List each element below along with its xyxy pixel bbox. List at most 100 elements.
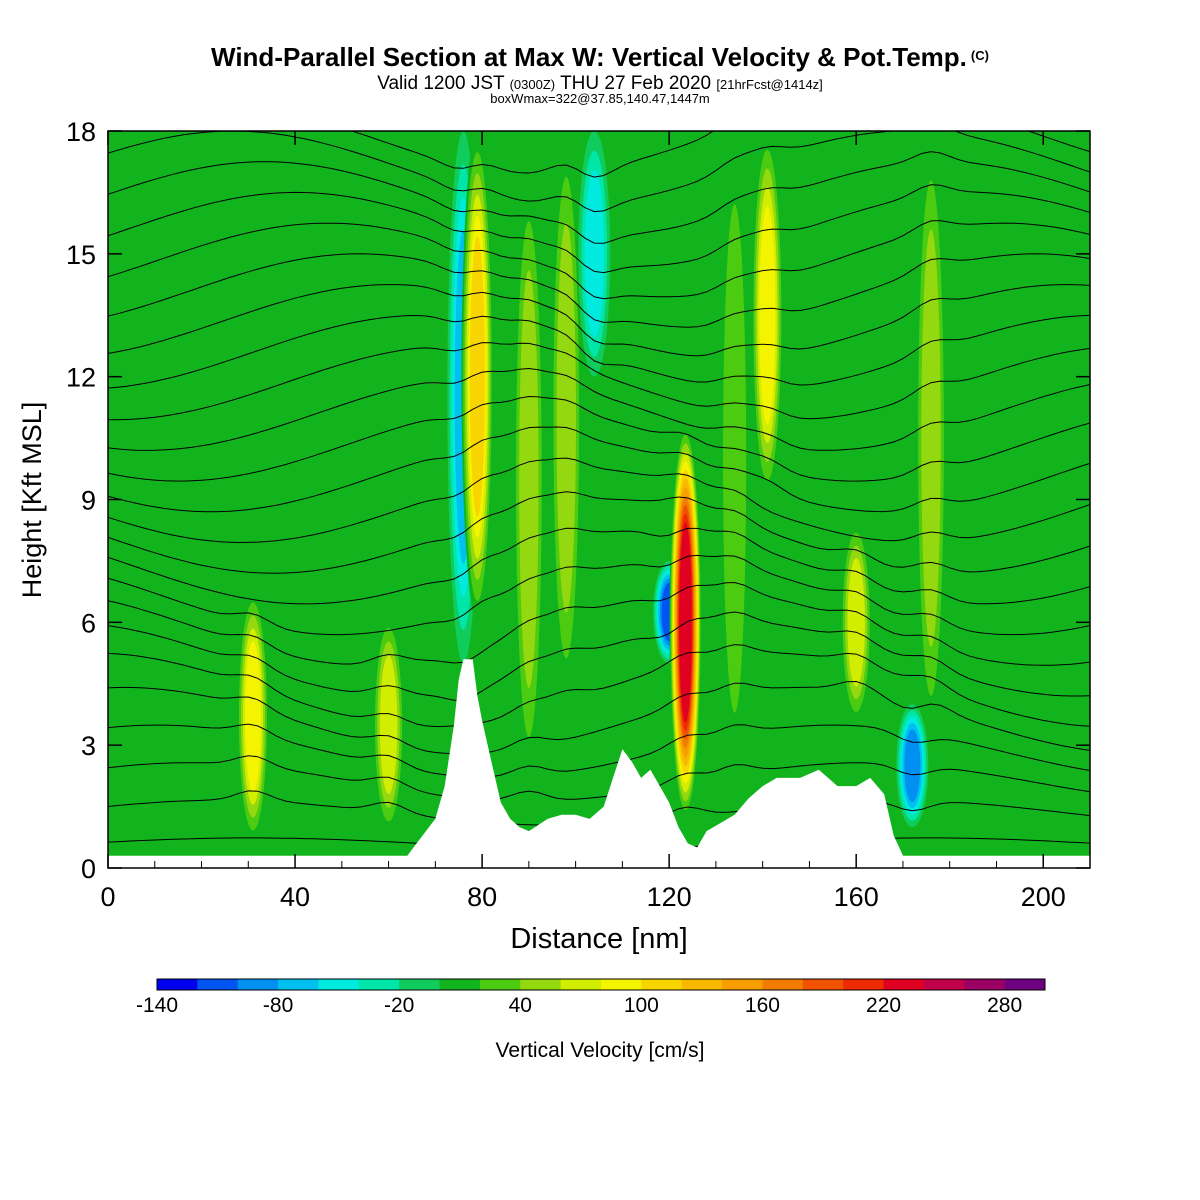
terrain-profile bbox=[108, 659, 1090, 868]
x-axis: 0 40 80 120 160 200 bbox=[100, 131, 1066, 912]
colorbar-swatch bbox=[520, 979, 562, 990]
y-tick-label: 0 bbox=[81, 854, 96, 884]
x-tick-label: 200 bbox=[1021, 882, 1066, 912]
w-band bbox=[847, 558, 865, 687]
chart-subtitle: Valid 1200 JST (0300Z) THU 27 Feb 2020 [… bbox=[0, 74, 1200, 95]
y-tick-label: 9 bbox=[81, 486, 96, 516]
isentrope bbox=[108, 284, 1090, 357]
colorbar-swatch bbox=[843, 979, 885, 990]
colorbar-swatch bbox=[479, 979, 521, 990]
w-feature bbox=[372, 614, 405, 836]
colorbar-swatch bbox=[358, 979, 400, 990]
isentrope bbox=[108, 644, 1090, 728]
colorbar-swatch bbox=[318, 979, 360, 990]
colorbar-swatch bbox=[641, 979, 683, 990]
w-band bbox=[469, 236, 485, 517]
isentrope bbox=[108, 342, 1090, 421]
subtitle-utc: (0300Z) bbox=[509, 77, 556, 92]
w-feature bbox=[578, 131, 611, 377]
isentrope bbox=[108, 611, 1090, 701]
colorbar-swatch bbox=[237, 979, 279, 990]
subtitle-date: THU 27 Feb 2020 bbox=[560, 73, 712, 94]
y-axis: 0 3 6 9 12 15 18 bbox=[66, 117, 1090, 884]
w-band bbox=[519, 270, 539, 688]
isentrope bbox=[108, 491, 1090, 574]
w-feature bbox=[461, 131, 494, 623]
chart-title: Wind-Parallel Section at Max W: Vertical… bbox=[211, 42, 989, 72]
isentrope bbox=[108, 184, 1090, 274]
x-tick-label: 0 bbox=[100, 882, 115, 912]
w-feature bbox=[718, 131, 751, 787]
w-band bbox=[584, 170, 605, 338]
colorbar-tick-label: -80 bbox=[263, 994, 293, 1017]
y-tick-label: 3 bbox=[81, 731, 96, 761]
colorbar: -140 -80 -20 40 100 160 220 280 bbox=[136, 978, 1046, 1017]
w-feature bbox=[840, 519, 873, 725]
isentrope bbox=[108, 367, 1090, 451]
y-tick-label: 6 bbox=[81, 608, 96, 638]
w-band bbox=[723, 204, 747, 713]
colorbar-swatch bbox=[722, 979, 763, 990]
colorbar-swatch bbox=[399, 979, 441, 990]
x-tick-label: 120 bbox=[647, 882, 692, 912]
w-band bbox=[556, 222, 576, 613]
colorbar-swatch bbox=[601, 979, 642, 990]
colorbar-tick-label: 160 bbox=[745, 994, 780, 1017]
colorbar-swatch bbox=[681, 979, 723, 990]
w-band bbox=[759, 206, 776, 425]
box-info: boxWmax=322@37.85,140.47,1447m bbox=[490, 91, 710, 106]
colorbar-swatch bbox=[1004, 979, 1046, 990]
colorbar-tick-label: 40 bbox=[509, 994, 532, 1017]
isentrope bbox=[108, 395, 1090, 482]
w-feature bbox=[751, 131, 784, 500]
subtitle-valid: Valid 1200 JST bbox=[377, 73, 505, 94]
colorbar-swatch bbox=[439, 979, 481, 990]
isentrope bbox=[108, 755, 1090, 801]
w-feature bbox=[915, 131, 948, 746]
x-tick-label: 40 bbox=[280, 882, 310, 912]
w-feature bbox=[550, 131, 583, 705]
w-feature bbox=[512, 171, 545, 787]
isentrope bbox=[108, 131, 1090, 213]
y-tick-label: 15 bbox=[66, 240, 96, 270]
colorbar-swatch bbox=[923, 979, 965, 990]
isentrope bbox=[108, 723, 1090, 778]
isentrope bbox=[108, 581, 1090, 666]
x-tick-label: 160 bbox=[834, 882, 879, 912]
isentrope bbox=[108, 151, 1090, 244]
subtitle-fcst: [21hrFcst@1414z] bbox=[716, 77, 823, 92]
w-feature bbox=[236, 589, 269, 844]
colorbar-swatch bbox=[560, 979, 602, 990]
colorbar-swatch bbox=[883, 979, 925, 990]
isentrope bbox=[108, 314, 1090, 389]
isentrope bbox=[108, 527, 1090, 605]
x-tick-label: 80 bbox=[467, 882, 497, 912]
terrain-fill bbox=[108, 659, 1090, 868]
isentrope bbox=[108, 680, 1090, 755]
x-axis-label: Distance [nm] bbox=[510, 923, 687, 955]
isentrope bbox=[108, 554, 1090, 636]
colorbar-tick-label: -20 bbox=[384, 994, 414, 1017]
colorbar-swatch bbox=[278, 979, 319, 990]
y-tick-label: 18 bbox=[66, 117, 96, 147]
w-band bbox=[244, 641, 261, 792]
isentrope bbox=[108, 457, 1090, 544]
title-mark: (C) bbox=[970, 48, 989, 63]
colorbar-label: Vertical Velocity [cm/s] bbox=[496, 1039, 705, 1062]
colorbar-swatch bbox=[762, 979, 804, 990]
isentrope bbox=[350, 131, 1090, 178]
colorbar-tick-label: 220 bbox=[866, 994, 901, 1017]
w-band bbox=[904, 729, 921, 803]
w-band bbox=[921, 229, 941, 647]
colorbar-swatch bbox=[964, 979, 1006, 990]
potential-temperature-contours bbox=[108, 131, 1090, 850]
colorbar-tick-label: 280 bbox=[987, 994, 1022, 1017]
colorbar-swatch bbox=[802, 979, 844, 990]
colorbar-tick-label: 100 bbox=[624, 994, 659, 1017]
colorbar-swatch bbox=[197, 979, 239, 990]
y-tick-label: 12 bbox=[66, 363, 96, 393]
w-feature bbox=[896, 704, 929, 828]
w-band bbox=[379, 655, 398, 794]
y-axis-label: Height [Kft MSL] bbox=[17, 402, 47, 599]
